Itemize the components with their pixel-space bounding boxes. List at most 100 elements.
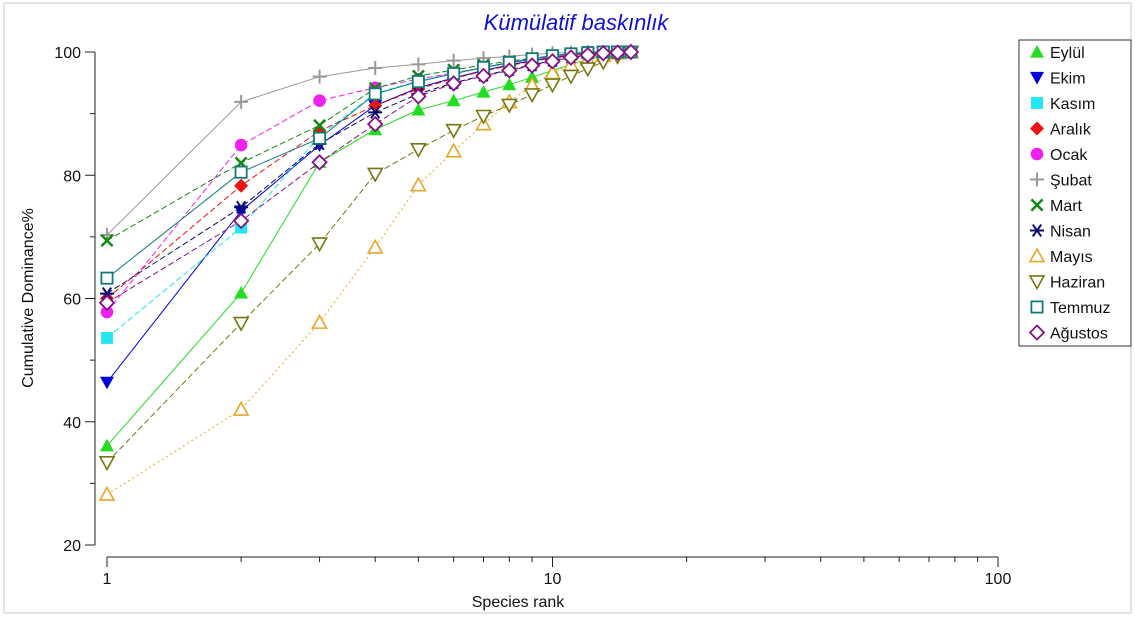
data-point <box>234 205 249 218</box>
legend-item: Ocak <box>1030 147 1088 164</box>
x-tick-label: 10 <box>544 571 562 588</box>
data-point <box>234 94 249 109</box>
legend-marker <box>1030 223 1044 238</box>
legend: Eylül Ekim Kasım Aralık Ocak Şubat Mart Nisan Ma… <box>1018 39 1132 347</box>
data-point <box>232 316 250 332</box>
data-point <box>98 294 116 312</box>
legend-label: Ağustos <box>1050 326 1108 343</box>
legend-marker <box>1030 71 1044 85</box>
data-point <box>234 285 249 299</box>
data-point <box>311 154 328 171</box>
legend-item: Haziran <box>1028 275 1105 292</box>
legend-item: Şubat <box>1030 172 1092 190</box>
data-point <box>445 75 462 92</box>
data-point <box>100 438 114 452</box>
legend-item: Ekim <box>1030 71 1086 88</box>
legend-label: Ekim <box>1050 71 1086 88</box>
legend-label: Temmuz <box>1050 300 1110 317</box>
data-point <box>445 142 463 158</box>
legend-marker <box>1031 97 1043 109</box>
data-point <box>311 237 328 253</box>
data-point <box>366 115 384 133</box>
chart-title: Kümülatif baskınlık <box>484 10 670 35</box>
data-point <box>410 176 427 192</box>
y-axis-label: Cumulative Dominance% <box>20 208 37 388</box>
legend-marker <box>1028 275 1046 291</box>
data-point <box>368 61 383 76</box>
data-point <box>525 70 540 83</box>
data-point <box>313 131 327 145</box>
data-point <box>100 376 114 390</box>
legend-marker <box>1030 147 1044 161</box>
series-layer <box>98 43 640 501</box>
legend-marker <box>1028 324 1046 341</box>
legend-item: Nisan <box>1030 224 1091 241</box>
data-point <box>366 238 384 254</box>
data-point <box>544 78 561 94</box>
data-point <box>232 400 250 416</box>
data-point <box>523 88 541 104</box>
legend-label: Mart <box>1050 198 1083 215</box>
legend-item: Ağustos <box>1028 324 1108 343</box>
data-point <box>410 142 427 159</box>
data-point <box>313 118 327 132</box>
data-point <box>501 62 518 79</box>
data-point <box>475 67 492 85</box>
data-point <box>234 165 248 179</box>
data-point <box>411 57 426 72</box>
x-axis-label: Species rank <box>472 594 565 611</box>
data-point <box>100 234 114 248</box>
legend-marker <box>1030 121 1044 136</box>
data-point <box>609 44 626 61</box>
legend-marker <box>1030 172 1044 187</box>
series-Ağustos <box>98 43 640 312</box>
data-point <box>100 305 114 319</box>
legend-item: Eylül <box>1030 45 1085 62</box>
legend-box <box>1018 39 1132 347</box>
data-point <box>311 313 328 329</box>
data-point <box>446 93 461 107</box>
legend-marker <box>1030 300 1044 314</box>
data-point <box>475 109 492 125</box>
data-point <box>562 69 580 85</box>
data-point <box>622 43 640 61</box>
y-tick-label: 40 <box>63 415 81 432</box>
axes: 20 40 60 80 100 1 10 100 <box>54 45 1011 588</box>
legend-item: Mart <box>1030 198 1083 215</box>
legend-label: Ocak <box>1050 147 1088 164</box>
y-tick-label: 60 <box>63 292 81 309</box>
data-point <box>523 57 541 74</box>
data-point <box>502 77 517 91</box>
chart-border <box>3 2 1132 614</box>
data-point <box>98 456 116 472</box>
y-tick-label: 80 <box>63 168 81 185</box>
data-point <box>411 102 426 116</box>
data-point <box>476 85 491 98</box>
legend-marker <box>1030 45 1044 58</box>
data-point <box>445 123 463 139</box>
data-point <box>234 178 249 193</box>
x-tick-label: 1 <box>103 571 112 588</box>
legend-label: Kasım <box>1050 96 1095 113</box>
data-point <box>368 105 383 119</box>
data-point <box>101 331 113 344</box>
data-point <box>562 49 580 66</box>
data-point <box>579 46 597 64</box>
data-point <box>446 53 461 68</box>
data-point <box>98 485 116 501</box>
y-tick-label: 20 <box>63 538 81 555</box>
data-point <box>544 52 561 70</box>
legend-label: Aralık <box>1050 122 1092 139</box>
legend-label: Nisan <box>1050 224 1091 241</box>
legend-item: Mayıs <box>1028 247 1093 266</box>
legend-marker <box>1030 198 1044 212</box>
legend-label: Eylül <box>1050 45 1085 62</box>
data-point <box>594 44 612 62</box>
data-point <box>410 88 427 105</box>
data-point <box>411 75 425 89</box>
data-point <box>500 98 518 114</box>
legend-label: Mayıs <box>1050 249 1093 266</box>
legend-item: Temmuz <box>1030 300 1110 317</box>
